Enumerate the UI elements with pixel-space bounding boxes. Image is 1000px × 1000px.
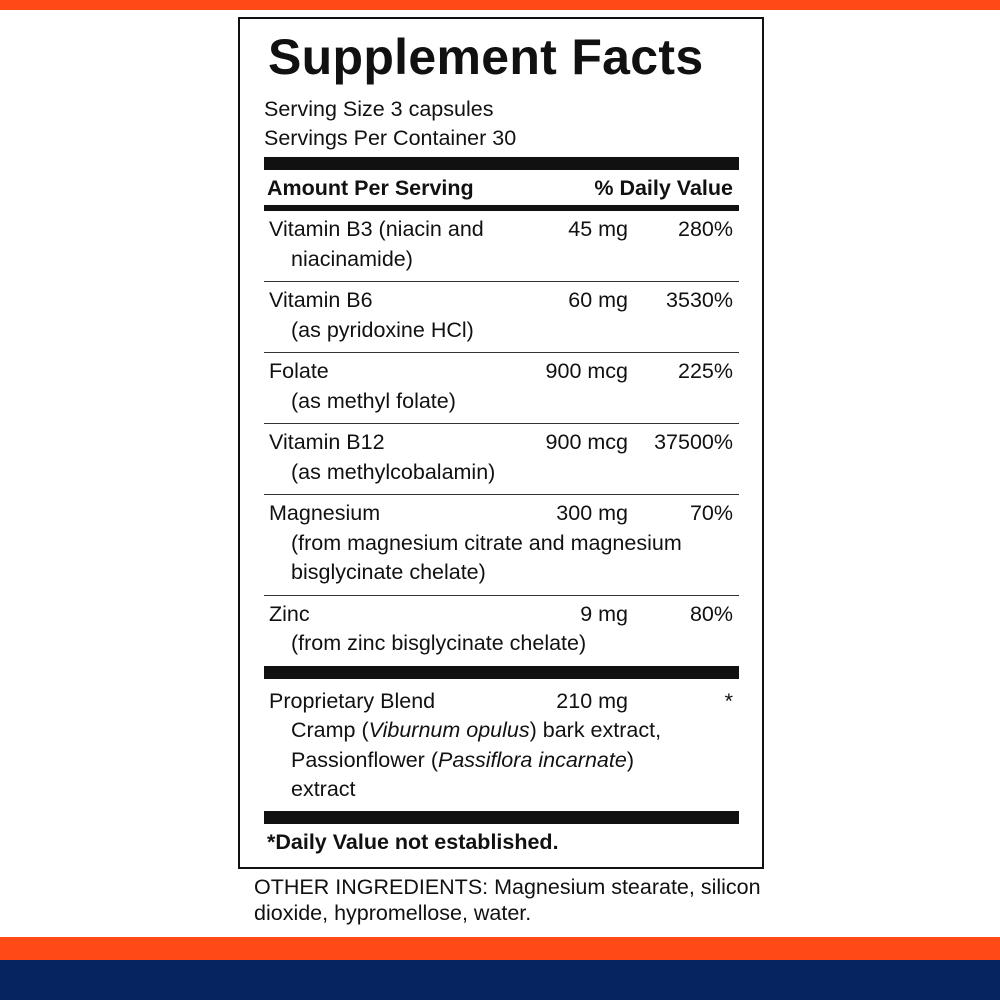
bottom-navy-band (0, 960, 1000, 1000)
nutrient-name: Zinc (269, 601, 310, 626)
divider-medium (264, 205, 739, 211)
blend-text: Cramp ( (291, 718, 369, 742)
other-ingredients: OTHER INGREDIENTS: Magnesium stearate, s… (254, 875, 761, 925)
blend-text: ) (626, 747, 634, 772)
botanical-name: Viburnum opulus (368, 718, 530, 742)
supplement-facts-panel: Supplement Facts Serving Size 3 capsules… (238, 17, 764, 869)
nutrient-row: Vitamin B3 (niacin and 45 mg 280% niacinami… (264, 211, 739, 282)
nutrient-source: niacinamide) (291, 246, 413, 271)
nutrient-source: (as methyl folate) (291, 388, 456, 413)
top-accent-bar (0, 0, 1000, 10)
servings-per-container: Servings Per Container 30 (264, 126, 517, 150)
nutrient-amount: 900 mcg (545, 430, 628, 454)
table-header: Amount Per Serving % Daily Value (264, 170, 739, 205)
nutrient-daily-value: 37500% (654, 430, 733, 454)
nutrient-row: Vitamin B12 900 mcg 37500% (as methylcobala… (264, 424, 739, 495)
nutrient-row: Folate 900 mcg 225% (as methyl folate) (264, 353, 739, 424)
nutrient-amount: 300 mg (556, 501, 628, 525)
nutrient-daily-value: 3530% (666, 288, 733, 312)
nutrient-daily-value: 70% (689, 501, 733, 525)
blend-ingredient-line: extract (269, 775, 733, 805)
blend-amount: 210 mg (556, 688, 628, 713)
blend-text: ) bark extract, (529, 718, 662, 742)
nutrient-source: bisglycinate chelate) (291, 560, 486, 584)
proprietary-blend-row: Proprietary Blend 210 mg * Cramp (Viburn… (264, 679, 739, 811)
nutrient-daily-value: 225% (678, 359, 733, 383)
blend-text: Passionflower ( (291, 747, 438, 772)
blend-name: Proprietary Blend (269, 688, 436, 713)
nutrient-rows: Vitamin B3 (niacin and 45 mg 280% niacinami… (264, 211, 739, 666)
header-amount: Amount Per Serving (267, 176, 474, 200)
divider-thick (264, 665, 739, 679)
blend-ingredient-line: Passionflower (Passiflora incarnate) (269, 746, 733, 776)
nutrient-row: Vitamin B6 60 mg 3530% (as pyridoxine HCl) (264, 282, 739, 353)
nutrient-source: (as pyridoxine HCl) (291, 317, 474, 342)
bottom-orange-band (0, 937, 1000, 960)
nutrient-amount: 45 mg (568, 217, 628, 241)
nutrient-amount: 60 mg (568, 288, 628, 312)
panel-title: Supplement Facts (268, 29, 704, 85)
blend-text: extract (291, 777, 356, 801)
botanical-name: Passiflora incarnate (437, 747, 627, 772)
divider-thick (264, 810, 739, 824)
nutrient-daily-value: 80% (689, 601, 733, 626)
nutrient-amount: 9 mg (580, 601, 628, 626)
header-daily-value: % Daily Value (594, 176, 733, 200)
nutrient-row: Zinc 9 mg 80% (from zinc bisglycinate chela… (264, 596, 739, 666)
footnote: *Daily Value not established. (267, 829, 559, 854)
serving-size: Serving Size 3 capsules (264, 97, 494, 121)
nutrient-name: Vitamin B6 (269, 288, 373, 312)
nutrient-source: (from magnesium citrate and magnesium (291, 530, 682, 555)
nutrient-row: Magnesium 300 mg 70% (from magnesium citrat… (264, 495, 739, 596)
nutrient-amount: 900 mcg (545, 359, 628, 383)
nutrient-daily-value: 280% (678, 217, 733, 241)
nutrient-name: Vitamin B3 (niacin and (269, 217, 484, 241)
nutrient-name: Folate (269, 359, 329, 383)
blend-ingredient-line: Cramp (Viburnum opulus) bark extract, (269, 716, 733, 746)
nutrient-name: Magnesium (269, 501, 381, 525)
divider-thick (264, 157, 739, 170)
serving-info: Serving Size 3 capsules Servings Per Con… (264, 95, 739, 153)
nutrient-source: (from zinc bisglycinate chelate) (291, 631, 587, 655)
nutrient-source: (as methylcobalamin) (291, 459, 496, 484)
blend-daily-value: * (724, 688, 733, 713)
nutrient-name: Vitamin B12 (269, 430, 385, 454)
